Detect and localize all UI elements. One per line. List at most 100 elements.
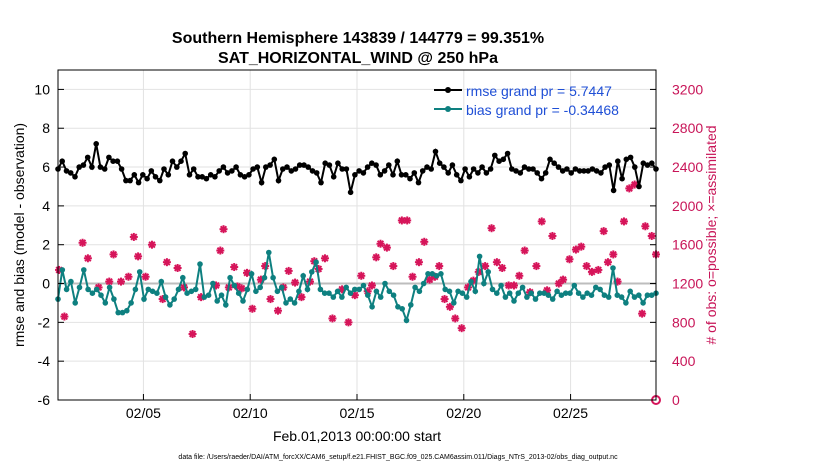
rmse-point	[551, 160, 557, 166]
rmse-point	[559, 168, 566, 174]
obs-marker-stroke	[638, 310, 646, 318]
rmse-point	[602, 164, 608, 170]
bias-point	[545, 292, 552, 299]
obs-assimilated-point	[481, 262, 490, 271]
rmse-point	[258, 179, 265, 186]
bias-point	[425, 271, 431, 277]
rmse-point	[377, 172, 384, 178]
bias-point	[429, 271, 436, 277]
rmse-point	[411, 170, 418, 176]
rmse-point	[89, 164, 95, 170]
data-file-footer: data file: /Users/raeder/DAI/ATM_forcXX/…	[178, 454, 618, 461]
rmse-point	[178, 158, 184, 164]
rmse-point	[63, 168, 70, 174]
obs-marker-stroke	[130, 233, 138, 241]
bias-point	[481, 280, 487, 287]
obs-assimilated-point	[647, 231, 656, 240]
obs-marker-stroke	[631, 180, 639, 189]
bias-point	[296, 288, 302, 295]
bias-point	[231, 282, 238, 289]
obs-assimilated-point	[297, 293, 306, 302]
rmse-point	[394, 158, 401, 164]
obs-marker-stroke	[230, 263, 238, 271]
bias-point	[214, 298, 220, 304]
bias-point	[240, 298, 246, 304]
rmse-point	[207, 172, 214, 178]
rmse-point	[449, 162, 456, 168]
obs-assimilated-point	[372, 253, 381, 262]
obs-marker-stroke	[321, 254, 329, 262]
obs-marker-stroke	[604, 258, 612, 266]
bias-point	[227, 274, 233, 281]
rmse-point	[110, 158, 116, 164]
obs-marker-stroke	[398, 216, 406, 225]
bias-point	[562, 290, 569, 297]
bias-point	[270, 274, 276, 281]
bias-point	[218, 292, 225, 299]
rmse-point	[152, 174, 159, 180]
obs-assimilated-point	[173, 264, 182, 272]
obs-marker-stroke	[285, 267, 293, 275]
rmse-point	[356, 168, 362, 174]
bias-point	[72, 300, 78, 306]
bias-point	[433, 273, 440, 279]
bias-point	[506, 290, 513, 297]
bias-point	[180, 274, 186, 281]
bias-point	[253, 288, 259, 295]
obs-marker-stroke	[515, 272, 523, 280]
bias-point	[188, 288, 195, 295]
rmse-point	[470, 166, 477, 172]
obs-marker-stroke	[451, 314, 459, 323]
obs-marker-stroke	[594, 266, 602, 274]
obs-assimilated-point	[420, 237, 429, 246]
rmse-point	[627, 154, 634, 161]
rmse-point	[606, 162, 613, 168]
rmse-point	[309, 168, 316, 174]
right-tick-label: 0	[672, 392, 680, 408]
obs-assimilated-point	[328, 314, 337, 323]
bias-point	[614, 292, 621, 299]
bias-point	[98, 292, 104, 299]
bias-point	[309, 269, 315, 275]
bias-point	[339, 294, 345, 300]
rmse-point	[131, 172, 138, 178]
obs-assimilated-point	[577, 242, 586, 251]
obs-marker-stroke	[105, 278, 113, 286]
obs-marker-stroke	[243, 269, 251, 277]
obs-marker-stroke	[510, 281, 518, 290]
obs-assimilated-point	[389, 262, 398, 271]
obs-marker-stroke	[344, 318, 353, 326]
rmse-point	[509, 166, 515, 172]
rmse-point	[93, 141, 99, 147]
obs-marker-stroke	[117, 278, 125, 286]
obs-marker-stroke	[609, 250, 617, 258]
rmse-point	[526, 166, 532, 172]
obs-assimilated-point	[532, 262, 541, 271]
obs-marker-stroke	[583, 262, 591, 270]
bias-point	[476, 253, 483, 260]
obs-assimilated-point	[408, 272, 417, 281]
rmse-point	[233, 164, 239, 170]
right-tick-label: 800	[672, 314, 696, 330]
obs-assimilated-point	[603, 258, 612, 267]
left-tick-label: 2	[42, 237, 50, 253]
obs-marker-stroke	[134, 252, 142, 260]
bias-point	[537, 290, 543, 297]
obs-marker-stroke	[357, 272, 365, 280]
bias-point	[291, 300, 298, 306]
bias-point	[420, 280, 427, 287]
bias-point	[85, 286, 91, 293]
bias-point	[201, 294, 208, 300]
rmse-point	[288, 168, 295, 174]
bias-point	[287, 296, 294, 302]
obs-marker-stroke	[403, 216, 411, 225]
obs-assimilated-point	[129, 232, 138, 241]
bias-point	[558, 292, 565, 299]
rmse-point	[216, 168, 222, 174]
bias-point	[502, 294, 509, 300]
obs-marker-stroke	[498, 264, 506, 272]
x-axis-label: Feb.01,2013 00:00:00 start	[273, 428, 441, 444]
bias-point	[89, 290, 96, 297]
bias-point	[278, 284, 285, 291]
